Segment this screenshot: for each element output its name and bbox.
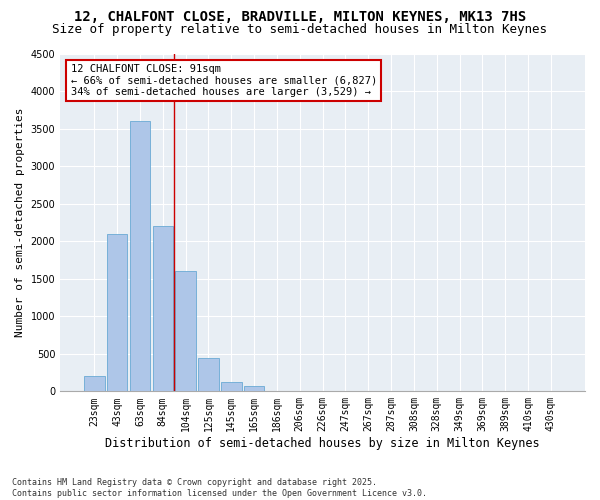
Text: Contains HM Land Registry data © Crown copyright and database right 2025.
Contai: Contains HM Land Registry data © Crown c… [12, 478, 427, 498]
X-axis label: Distribution of semi-detached houses by size in Milton Keynes: Distribution of semi-detached houses by … [105, 437, 540, 450]
Bar [198, 358, 219, 392]
Bar [221, 382, 242, 392]
Bar [130, 122, 150, 392]
Bar [107, 234, 127, 392]
Text: 12, CHALFONT CLOSE, BRADVILLE, MILTON KEYNES, MK13 7HS: 12, CHALFONT CLOSE, BRADVILLE, MILTON KE… [74, 10, 526, 24]
Bar [244, 386, 265, 392]
Y-axis label: Number of semi-detached properties: Number of semi-detached properties [15, 108, 25, 338]
Text: 12 CHALFONT CLOSE: 91sqm
← 66% of semi-detached houses are smaller (6,827)
34% o: 12 CHALFONT CLOSE: 91sqm ← 66% of semi-d… [71, 64, 377, 98]
Bar [152, 226, 173, 392]
Bar [84, 376, 104, 392]
Bar [175, 272, 196, 392]
Text: Size of property relative to semi-detached houses in Milton Keynes: Size of property relative to semi-detach… [53, 22, 548, 36]
